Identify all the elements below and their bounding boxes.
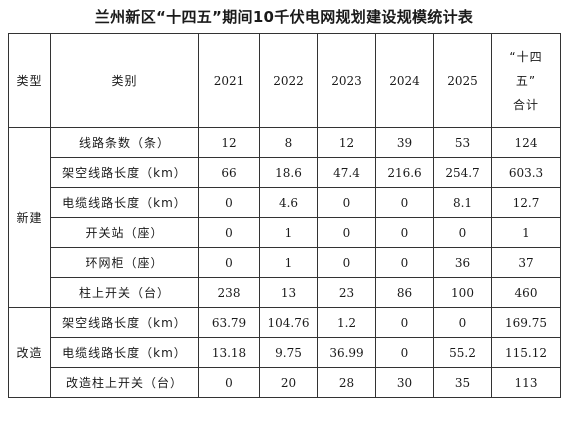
cell-total: 169.75 [491, 307, 561, 338]
cell-value: 0 [375, 247, 434, 278]
header-row: 类型 类别 2021 2022 2023 2024 2025 “十四 五” 合计 [8, 33, 561, 128]
cell-value: 53 [433, 127, 492, 158]
cell-value: 30 [375, 367, 434, 398]
cell-value: 238 [198, 277, 260, 308]
table-title: 兰州新区“十四五”期间10千伏电网规划建设规模统计表 [94, 8, 474, 26]
group-label-new: 新建 [8, 127, 51, 308]
cell-total: 603.3 [491, 157, 561, 188]
cell-value: 0 [198, 217, 260, 248]
cell-value: 55.2 [433, 337, 492, 368]
row-label: 电缆线路长度（km） [50, 337, 199, 368]
cell-value: 8.1 [433, 187, 492, 218]
cell-value: 28 [317, 367, 376, 398]
cell-value: 0 [375, 307, 434, 338]
table-row: 新建 线路条数（条） 12 8 12 39 53 124 [8, 127, 561, 308]
cell-value: 47.4 [317, 157, 376, 188]
header-total-line-2: 五” [515, 73, 537, 88]
header-year-2021: 2021 [198, 33, 260, 128]
cell-value: 12 [317, 127, 376, 158]
cell-value: 13 [259, 277, 318, 308]
cell-value: 36.99 [317, 337, 376, 368]
header-total-line-3: 合计 [512, 97, 539, 112]
cell-value: 1.2 [317, 307, 376, 338]
table-row: 改造 架空线路长度（km） 63.79 104.76 1.2 0 0 169.7… [8, 307, 561, 398]
cell-value: 104.76 [259, 307, 318, 338]
row-label: 电缆线路长度（km） [50, 187, 199, 218]
cell-value: 1 [259, 217, 318, 248]
statistics-table: 类型 类别 2021 2022 2023 2024 2025 “十四 五” 合计… [8, 33, 561, 398]
header-year-2024: 2024 [375, 33, 434, 128]
cell-value: 1 [259, 247, 318, 278]
cell-total: 113 [491, 367, 561, 398]
cell-value: 0 [317, 217, 376, 248]
cell-value: 0 [375, 337, 434, 368]
cell-value: 4.6 [259, 187, 318, 218]
header-total-line-1: “十四 [509, 49, 543, 64]
cell-value: 39 [375, 127, 434, 158]
cell-value: 20 [259, 367, 318, 398]
cell-total: 12.7 [491, 187, 561, 218]
cell-value: 23 [317, 277, 376, 308]
header-total: “十四 五” 合计 [491, 33, 561, 128]
table-row: 改造柱上开关（台） 0 20 28 30 35 113 [9, 367, 561, 398]
cell-value: 0 [317, 247, 376, 278]
table-row: 环网柜（座） 0 1 0 0 36 37 [9, 247, 561, 278]
cell-value: 12 [198, 127, 260, 158]
cell-value: 35 [433, 367, 492, 398]
cell-value: 36 [433, 247, 492, 278]
cell-total: 115.12 [491, 337, 561, 368]
cell-total: 1 [491, 217, 561, 248]
header-year-2023: 2023 [317, 33, 376, 128]
row-label: 架空线路长度（km） [50, 307, 199, 338]
cell-value: 0 [198, 187, 260, 218]
cell-value: 0 [375, 187, 434, 218]
cell-value: 9.75 [259, 337, 318, 368]
cell-total: 124 [491, 127, 561, 158]
header-year-2022: 2022 [259, 33, 318, 128]
cell-value: 86 [375, 277, 434, 308]
row-label: 线路条数（条） [50, 127, 199, 158]
cell-total: 460 [491, 277, 561, 308]
table-row: 电缆线路长度（km） 0 4.6 0 0 8.1 12.7 [9, 187, 561, 218]
cell-value: 0 [433, 307, 492, 338]
cell-total: 37 [491, 247, 561, 278]
cell-value: 0 [317, 187, 376, 218]
cell-value: 100 [433, 277, 492, 308]
cell-value: 0 [433, 217, 492, 248]
table-row: 开关站（座） 0 1 0 0 0 1 [9, 217, 561, 248]
cell-value: 63.79 [198, 307, 260, 338]
row-label: 改造柱上开关（台） [50, 367, 199, 398]
cell-value: 0 [198, 247, 260, 278]
row-label: 环网柜（座） [50, 247, 199, 278]
row-label: 柱上开关（台） [50, 277, 199, 308]
row-label: 架空线路长度（km） [50, 157, 199, 188]
cell-value: 216.6 [375, 157, 434, 188]
cell-value: 254.7 [433, 157, 492, 188]
group-label-renovation: 改造 [8, 307, 51, 398]
cell-value: 8 [259, 127, 318, 158]
table-row: 架空线路长度（km） 66 18.6 47.4 216.6 254.7 603.… [9, 157, 561, 188]
table-row: 柱上开关（台） 238 13 23 86 100 460 [9, 277, 561, 308]
cell-value: 18.6 [259, 157, 318, 188]
cell-value: 66 [198, 157, 260, 188]
header-type: 类型 [8, 33, 51, 128]
table-row: 电缆线路长度（km） 13.18 9.75 36.99 0 55.2 115.1… [9, 337, 561, 368]
row-label: 开关站（座） [50, 217, 199, 248]
cell-value: 0 [198, 367, 260, 398]
header-category: 类别 [50, 33, 199, 128]
cell-value: 0 [375, 217, 434, 248]
cell-value: 13.18 [198, 337, 260, 368]
header-year-2025: 2025 [433, 33, 492, 128]
